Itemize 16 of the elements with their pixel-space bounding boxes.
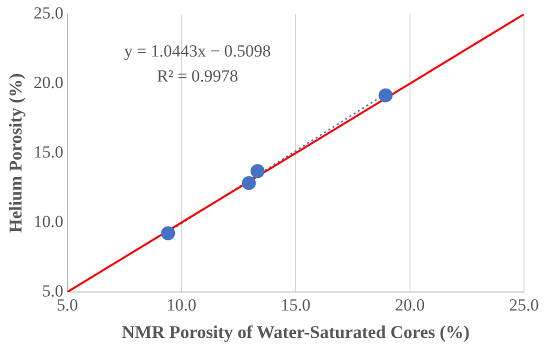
y-axis-title: Helium Porosity (%) [5,73,26,233]
point [161,226,176,240]
y-tick-label: 15.0 [34,142,64,162]
point [242,176,256,190]
annotation: y = 1.0443x − 0.5098 [124,42,271,61]
point [378,88,393,102]
x-tick-label: 10.0 [166,296,196,315]
x-tick-label: 25.0 [509,296,539,315]
x-axis-title: NMR Porosity of Water-Saturated Cores (%) [122,322,470,342]
x-tick-label: 15.0 [280,296,311,315]
y-tick-label: 20.0 [34,73,64,92]
y-tick-label: 25.0 [34,4,64,23]
annotation: R² = 0.9978 [156,66,238,86]
x-tick-label: 20.0 [394,296,425,315]
point [250,164,265,178]
y-tick-label: 10.0 [34,212,64,232]
